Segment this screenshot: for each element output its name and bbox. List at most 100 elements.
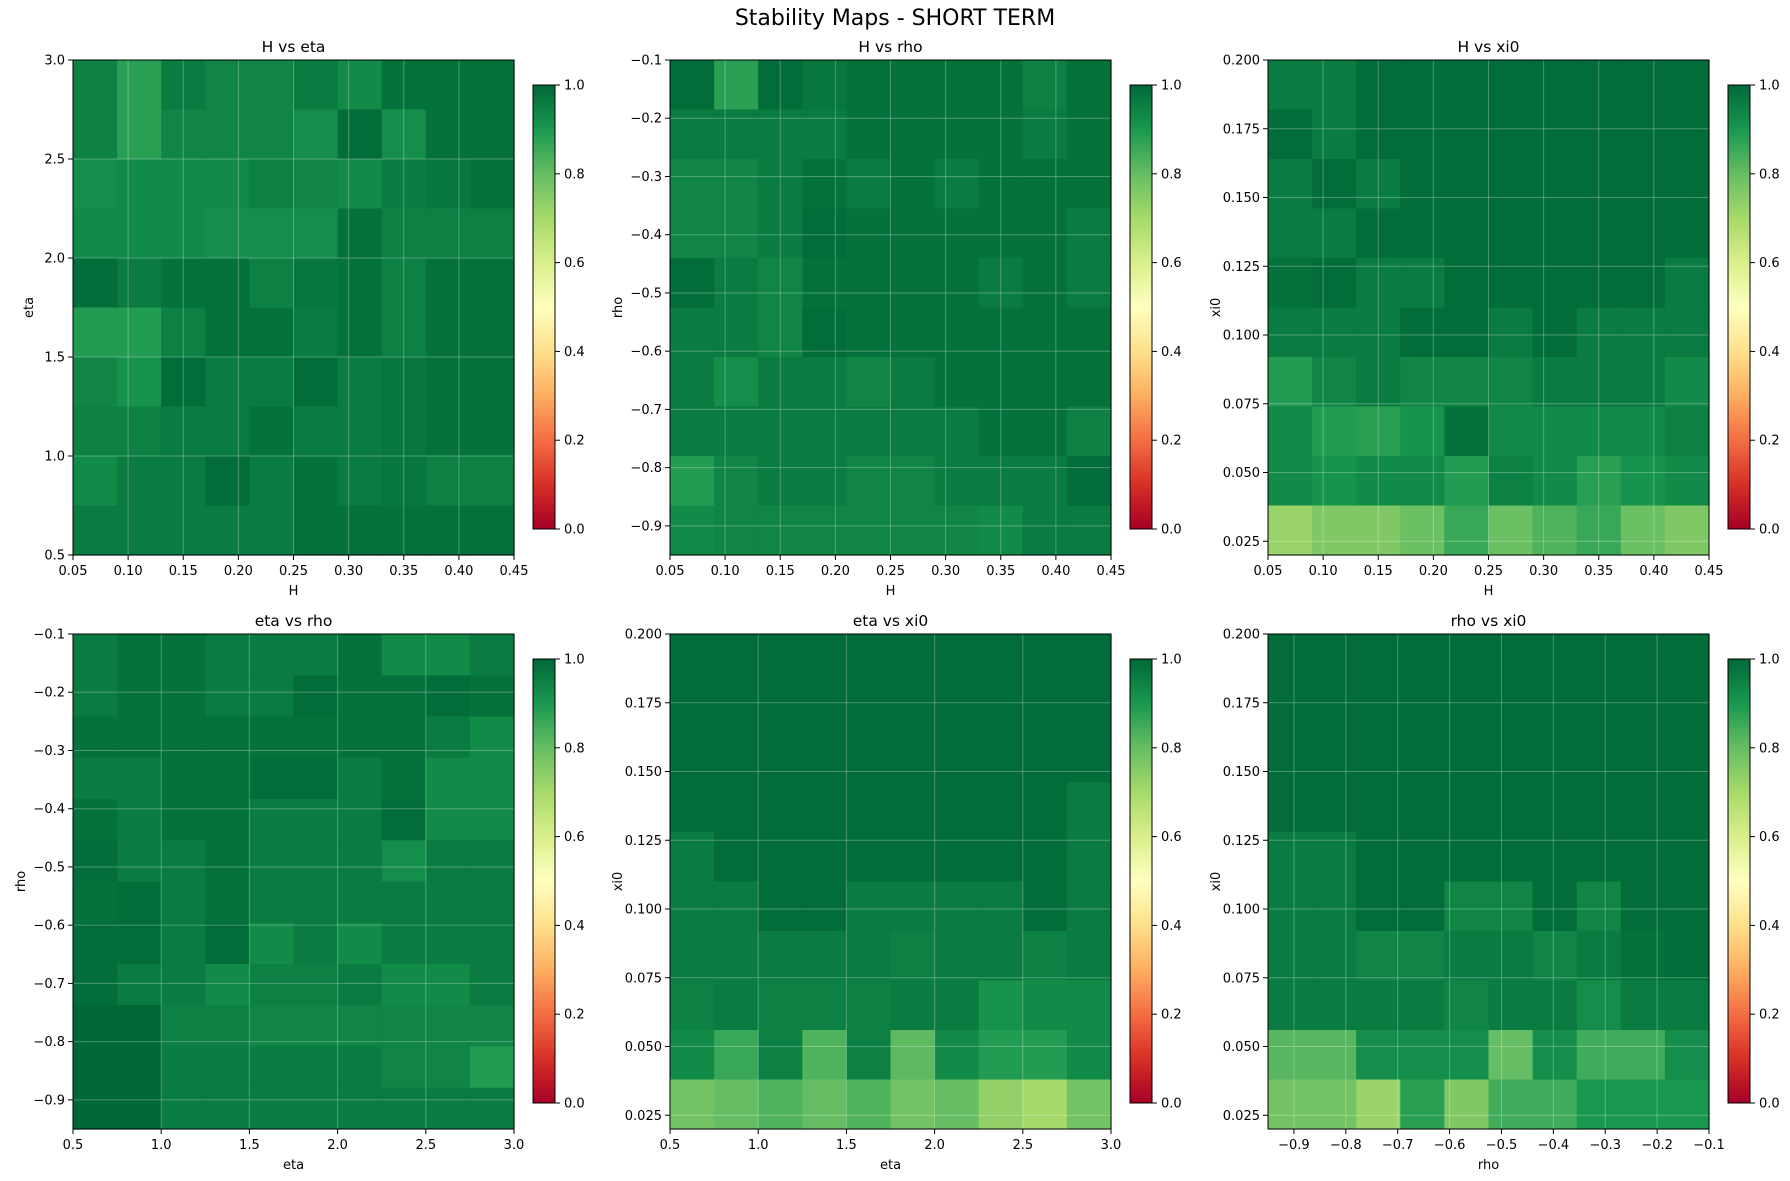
x-tick-label: 0.10 xyxy=(711,564,740,579)
colorbar-gradient xyxy=(1727,84,1751,530)
heatmap-cell xyxy=(934,634,980,685)
heatmap-cell xyxy=(1400,931,1445,982)
heatmap-cell xyxy=(117,840,162,883)
heatmap-cell xyxy=(161,1087,206,1130)
heatmap-cell xyxy=(117,799,162,841)
heatmap-cell xyxy=(1066,782,1112,833)
heatmap-cell xyxy=(381,1005,427,1048)
heatmap-cell xyxy=(1532,208,1578,259)
heatmap-cell xyxy=(1022,208,1068,259)
heatmap-cell xyxy=(1268,832,1313,883)
heatmap-cell xyxy=(978,159,1024,210)
y-tick-label: 0.175 xyxy=(1223,696,1260,711)
heatmap-cell xyxy=(1532,258,1578,309)
y-axis-label: rho xyxy=(14,871,29,892)
heatmap-cell xyxy=(1532,357,1578,408)
x-tick-label: −0.1 xyxy=(1693,1138,1725,1153)
heatmap-cell xyxy=(1022,60,1068,111)
heatmap-cell xyxy=(73,964,118,1006)
heatmap-cell xyxy=(1620,505,1666,556)
heatmap-cell xyxy=(1066,980,1112,1031)
colorbar-gradient xyxy=(1129,658,1153,1104)
heatmap-cell xyxy=(1532,1079,1578,1130)
heatmap-cell xyxy=(1444,683,1490,734)
heatmap-cell xyxy=(249,109,295,160)
heatmap-cell xyxy=(425,675,471,718)
x-tick-label: 0.30 xyxy=(334,564,363,579)
heatmap-cell xyxy=(73,357,118,408)
heatmap-cell xyxy=(978,1030,1024,1081)
plot-frame xyxy=(669,633,1112,1130)
x-tick-label: 0.10 xyxy=(114,564,143,579)
heatmap-cell xyxy=(469,307,515,358)
heatmap-cell xyxy=(469,60,515,111)
y-axis-label: xi0 xyxy=(611,872,626,892)
heatmap-cell xyxy=(1022,733,1068,784)
heatmap-cell xyxy=(469,840,515,883)
heatmap-cell xyxy=(934,782,980,833)
heatmap-cell xyxy=(1022,109,1068,160)
colorbar-tick-label: 0.8 xyxy=(1161,167,1182,182)
heatmap-cell xyxy=(758,634,803,685)
heatmap-cell xyxy=(205,60,250,111)
heatmap-cell xyxy=(381,757,427,800)
heatmap-cell xyxy=(934,505,980,556)
heatmap-cell xyxy=(337,675,383,718)
heatmap-cell xyxy=(469,406,515,457)
colorbar-tick-label: 0.8 xyxy=(1161,741,1182,756)
x-tick-label: −0.5 xyxy=(1486,1138,1518,1153)
heatmap-cell xyxy=(469,1046,515,1089)
grid xyxy=(1268,60,1709,555)
heatmap-cell xyxy=(1268,1079,1313,1130)
heatmap-cell xyxy=(802,159,847,210)
heatmap-cells xyxy=(73,60,515,556)
heatmap-cell xyxy=(1532,832,1578,883)
x-tick-label: 0.30 xyxy=(1529,564,1558,579)
x-tick-label: 0.45 xyxy=(500,564,529,579)
heatmap-cell xyxy=(117,159,162,210)
heatmap-cell xyxy=(714,683,759,734)
heatmap-cells xyxy=(73,634,515,1130)
heatmap-cell xyxy=(1356,1030,1401,1081)
y-tick-label: −0.1 xyxy=(33,628,65,643)
y-tick-label: −0.8 xyxy=(630,461,662,476)
heatmap-cell xyxy=(1664,109,1710,160)
heatmap-cell xyxy=(890,733,936,784)
y-tick-label: 0.050 xyxy=(625,1040,662,1055)
heatmap-cell xyxy=(161,799,206,841)
heatmap-cell xyxy=(249,1087,295,1130)
heatmap-cell xyxy=(73,505,118,556)
y-tick-label: 0.150 xyxy=(1223,765,1260,780)
heatmap-cell xyxy=(714,1030,759,1081)
heatmap-cell xyxy=(670,60,715,111)
heatmap-cell xyxy=(205,675,250,718)
heatmap-cell xyxy=(205,799,250,841)
heatmap-cell xyxy=(161,1046,206,1089)
heatmap-cell xyxy=(381,456,427,507)
heatmap-cell xyxy=(1400,782,1445,833)
heatmap-cell xyxy=(1066,505,1112,556)
heatmap-cell xyxy=(1312,782,1357,833)
x-tick-label: 2.5 xyxy=(415,1138,436,1153)
x-tick-label: 3.0 xyxy=(1101,1138,1122,1153)
heatmap-cell xyxy=(978,456,1024,507)
heatmap-cell xyxy=(205,757,250,800)
heatmap-cell xyxy=(1400,307,1445,358)
y-axis-label: xi0 xyxy=(1209,298,1224,318)
heatmap-cell xyxy=(73,159,118,210)
heatmap-cell xyxy=(890,307,936,358)
y-tick-label: 0.175 xyxy=(1223,122,1260,137)
y-tick-label: −0.6 xyxy=(630,345,662,360)
heatmap-cell xyxy=(1356,208,1401,259)
heatmap-cell xyxy=(1532,634,1578,685)
heatmap-cell xyxy=(1576,1030,1622,1081)
heatmap-cell xyxy=(890,980,936,1031)
subplot-6: −0.9 −0.8 −0.7 −0.6 −0.5 −0.4 −0.3 −0.2 −0.1 0.02… xyxy=(1209,612,1780,1173)
heatmap-cell xyxy=(1356,931,1401,982)
heatmap-cell xyxy=(1620,208,1666,259)
y-tick-label: 0.125 xyxy=(1223,834,1260,849)
colorbar-tick-label: 0.2 xyxy=(1759,434,1780,449)
heatmap-cell xyxy=(161,159,206,210)
heatmap-cell xyxy=(890,456,936,507)
y-tick-label: −0.9 xyxy=(33,1093,65,1108)
